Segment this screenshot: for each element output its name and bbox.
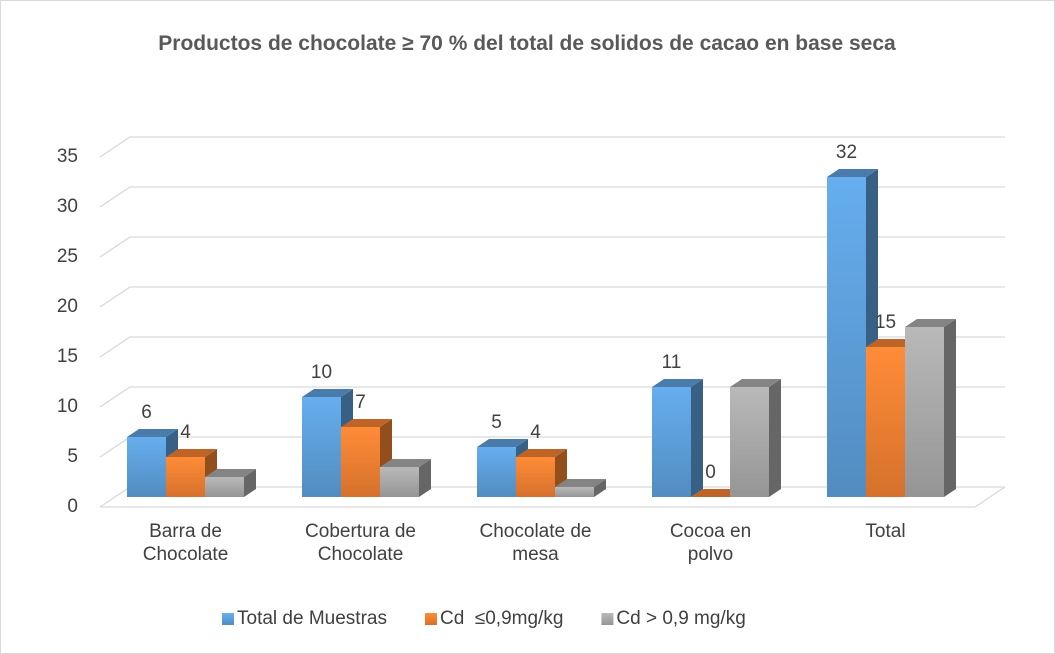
legend-label: Cd > 0,9 mg/kg — [616, 608, 745, 629]
data-label: 0 — [705, 462, 716, 483]
bar-top — [477, 439, 528, 447]
bar-top — [866, 339, 917, 347]
bar — [380, 459, 431, 497]
floor-edge — [100, 486, 1006, 508]
bar — [555, 479, 606, 497]
bar — [341, 419, 392, 497]
bar-top — [516, 449, 567, 457]
data-label: 11 — [662, 352, 682, 373]
bar — [127, 429, 178, 497]
grid-line — [99, 386, 1005, 408]
data-label: 4 — [180, 422, 191, 443]
x-tick-label: Barra de Chocolate — [142, 521, 229, 565]
x-tick-label: Chocolate de mesa — [479, 521, 592, 565]
bar-side — [944, 319, 956, 497]
bar-side — [419, 459, 431, 497]
bar-front — [827, 177, 866, 497]
bar-top — [302, 389, 353, 397]
bar-front — [652, 387, 691, 497]
legend-label: Cd ≤0,9mg/kg — [440, 608, 563, 629]
bar-top — [205, 469, 256, 477]
legend-swatch — [601, 613, 614, 625]
chart-title: Productos de chocolate ≥ 70 % del total … — [158, 32, 896, 55]
bar-front — [905, 327, 944, 497]
grid-line — [99, 286, 1005, 308]
bar — [205, 469, 256, 497]
y-tick-label: 15 — [57, 346, 78, 367]
y-tick-label: 5 — [67, 446, 78, 467]
bar-side — [691, 379, 703, 497]
y-tick-label: 20 — [57, 296, 78, 317]
bar — [730, 379, 781, 497]
y-tick-label: 0 — [67, 496, 78, 517]
bar — [905, 319, 956, 497]
bar — [652, 379, 703, 497]
data-label: 6 — [141, 402, 152, 423]
bar-top — [730, 379, 781, 387]
bar-side — [769, 379, 781, 497]
y-tick-label: 25 — [57, 246, 78, 267]
data-label: 10 — [311, 362, 332, 383]
bar-front — [730, 387, 769, 497]
bar-side — [594, 479, 606, 497]
x-tick-label: Cocoa en polvo — [669, 521, 752, 565]
grid-line — [99, 236, 1005, 258]
bar-front — [516, 457, 555, 497]
bar — [691, 489, 742, 497]
grid-line — [99, 336, 1005, 358]
bar-front — [341, 427, 380, 497]
data-label: 5 — [491, 412, 502, 433]
x-tick-label: Total — [865, 521, 906, 542]
data-label: 32 — [836, 142, 857, 163]
data-label: 4 — [530, 422, 541, 443]
bar-top — [341, 419, 392, 427]
bar-front — [555, 487, 594, 497]
bar-front — [166, 457, 205, 497]
y-tick-label: 30 — [57, 196, 78, 217]
bar-front — [302, 397, 341, 497]
bar-front — [205, 477, 244, 497]
bar-front — [477, 447, 516, 497]
y-tick-label: 10 — [57, 396, 78, 417]
grid-line — [99, 136, 1005, 158]
bar-top — [691, 489, 742, 497]
legend-swatch — [424, 613, 437, 625]
data-label: 15 — [875, 312, 896, 333]
bar-top — [166, 449, 217, 457]
data-label: 7 — [355, 392, 366, 413]
bar-top — [127, 429, 178, 437]
bar-front — [380, 467, 419, 497]
bar-front — [127, 437, 166, 497]
legend-swatch — [222, 613, 234, 625]
bar-top — [652, 379, 703, 387]
legend-label: Total de Muestras — [237, 608, 387, 629]
bar-top — [380, 459, 431, 467]
bar-top — [905, 319, 956, 327]
grid-line — [99, 186, 1005, 208]
bar-top — [827, 169, 878, 177]
x-tick-label: Cobertura de Chocolate — [305, 521, 416, 565]
y-tick-label: 35 — [57, 146, 78, 167]
bar-front — [866, 347, 905, 497]
bar-top — [555, 479, 606, 487]
bar-side — [244, 469, 256, 497]
